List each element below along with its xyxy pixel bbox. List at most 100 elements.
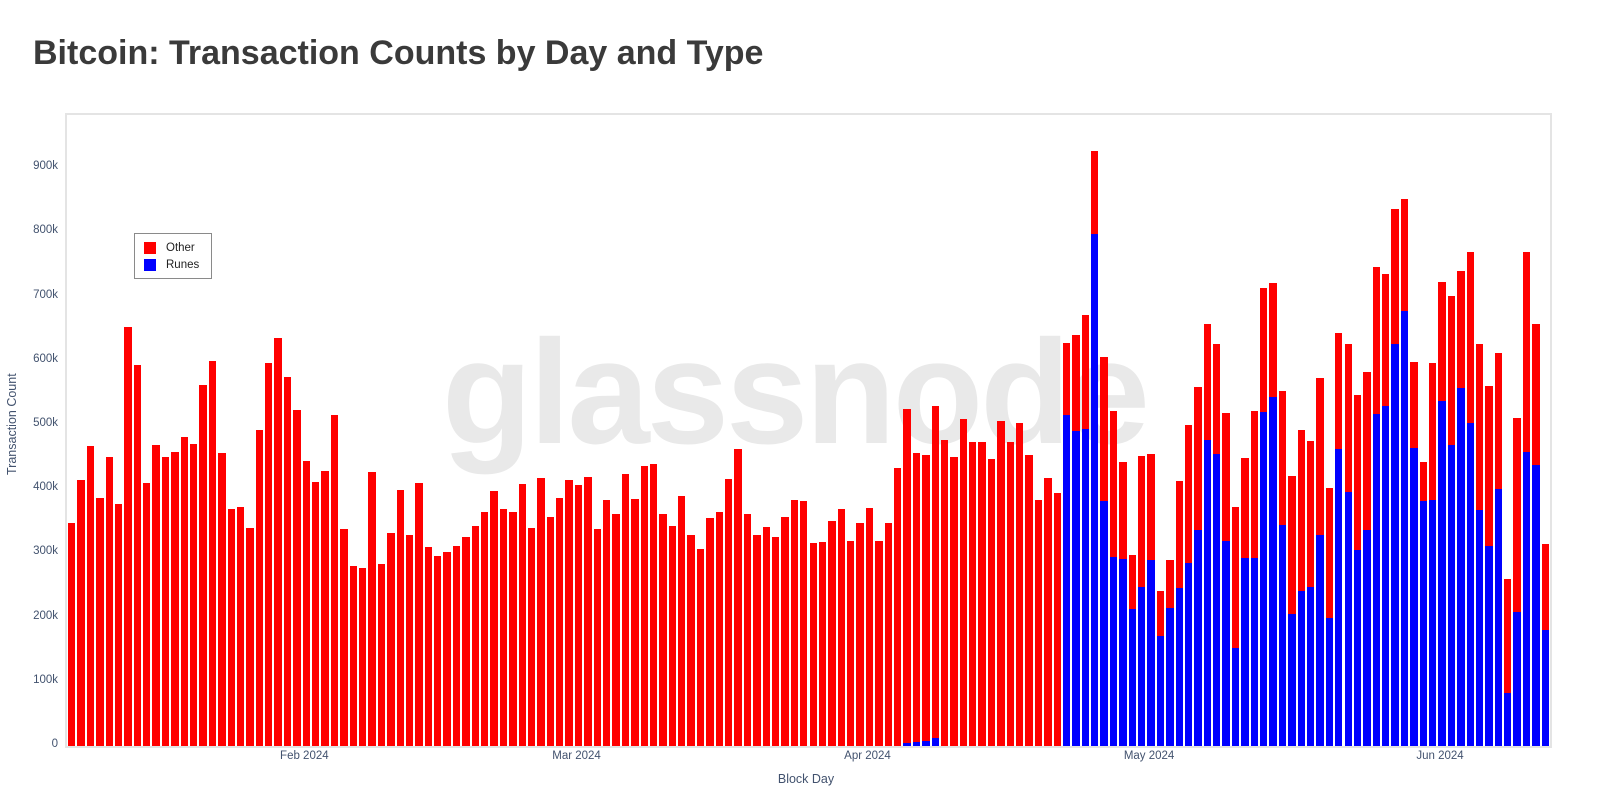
bar[interactable]	[180, 436, 188, 746]
bar[interactable]	[274, 337, 282, 746]
bar[interactable]	[1532, 323, 1540, 746]
bar[interactable]	[1504, 579, 1512, 746]
bar-runes-segment[interactable]	[1100, 501, 1108, 746]
bar[interactable]	[471, 525, 479, 746]
bar[interactable]	[1428, 362, 1437, 746]
bar[interactable]	[978, 441, 986, 746]
bar-runes-segment[interactable]	[1400, 311, 1409, 746]
bar-runes-segment[interactable]	[1391, 344, 1399, 746]
bar[interactable]	[1006, 442, 1014, 746]
bar[interactable]	[443, 552, 451, 746]
bar[interactable]	[997, 421, 1005, 746]
bar-runes-segment[interactable]	[1091, 234, 1099, 746]
bar[interactable]	[1213, 343, 1221, 746]
bar[interactable]	[987, 459, 996, 746]
bar-runes-segment[interactable]	[1363, 530, 1371, 746]
bar-runes-segment[interactable]	[1278, 524, 1287, 746]
bar-runes-segment[interactable]	[1325, 618, 1334, 746]
bar-runes-segment[interactable]	[1457, 388, 1465, 746]
bar[interactable]	[1457, 271, 1465, 746]
bar[interactable]	[1419, 461, 1427, 746]
bar-runes-segment[interactable]	[1213, 453, 1221, 746]
bar[interactable]	[668, 526, 677, 746]
bar[interactable]	[1325, 487, 1334, 746]
bar[interactable]	[809, 542, 817, 746]
bar[interactable]	[678, 496, 686, 746]
bar[interactable]	[1438, 281, 1446, 746]
bar[interactable]	[302, 461, 311, 746]
bar[interactable]	[77, 480, 85, 746]
bar[interactable]	[1250, 410, 1259, 746]
bar[interactable]	[1297, 429, 1305, 746]
bar[interactable]	[236, 507, 245, 746]
bar-runes-segment[interactable]	[1504, 693, 1512, 746]
bar-runes-segment[interactable]	[1475, 510, 1484, 746]
bar[interactable]	[499, 508, 508, 746]
bar-runes-segment[interactable]	[1269, 397, 1277, 746]
bar[interactable]	[1100, 357, 1108, 746]
bar[interactable]	[893, 468, 902, 746]
bar[interactable]	[537, 477, 545, 746]
bar[interactable]	[1522, 252, 1531, 746]
legend-item-other[interactable]: Other	[144, 239, 199, 256]
bar[interactable]	[1513, 417, 1521, 746]
bar[interactable]	[903, 409, 911, 746]
bar[interactable]	[715, 511, 723, 746]
bar[interactable]	[1025, 455, 1033, 746]
bar[interactable]	[387, 532, 395, 746]
bar-runes-segment[interactable]	[1335, 448, 1343, 746]
bar[interactable]	[452, 546, 461, 746]
bar-runes-segment[interactable]	[1175, 588, 1183, 746]
bar[interactable]	[1147, 453, 1155, 746]
legend-item-runes[interactable]: Runes	[144, 256, 199, 273]
bar[interactable]	[86, 445, 95, 746]
bar[interactable]	[349, 565, 357, 746]
bar[interactable]	[940, 440, 949, 746]
bar[interactable]	[377, 563, 386, 746]
bar[interactable]	[1278, 391, 1287, 746]
bar[interactable]	[1034, 499, 1043, 746]
bar[interactable]	[152, 444, 160, 746]
bar-runes-segment[interactable]	[1109, 556, 1118, 746]
bar[interactable]	[1072, 334, 1080, 746]
bar-runes-segment[interactable]	[1353, 549, 1362, 746]
bar[interactable]	[1400, 199, 1409, 746]
bar-runes-segment[interactable]	[1194, 530, 1202, 746]
bar[interactable]	[1391, 209, 1399, 746]
bar[interactable]	[171, 452, 179, 746]
bar-runes-segment[interactable]	[1410, 447, 1418, 746]
bar[interactable]	[1410, 361, 1418, 746]
bar[interactable]	[584, 477, 592, 746]
bar[interactable]	[1335, 332, 1343, 746]
bar[interactable]	[640, 466, 648, 746]
bar-runes-segment[interactable]	[1231, 647, 1240, 746]
bar[interactable]	[959, 419, 968, 746]
bar[interactable]	[1053, 493, 1061, 746]
bar[interactable]	[621, 473, 630, 746]
bar-runes-segment[interactable]	[1081, 428, 1090, 746]
bar-runes-segment[interactable]	[1541, 630, 1549, 746]
bar-runes-segment[interactable]	[922, 740, 930, 746]
bar[interactable]	[1166, 559, 1174, 746]
bar[interactable]	[68, 522, 76, 746]
bar[interactable]	[828, 521, 836, 746]
bar-runes-segment[interactable]	[1138, 586, 1146, 746]
bar[interactable]	[659, 514, 667, 746]
bar[interactable]	[227, 509, 235, 746]
bar-runes-segment[interactable]	[1316, 535, 1324, 746]
bar[interactable]	[649, 464, 658, 746]
bar-runes-segment[interactable]	[1241, 557, 1249, 746]
bar[interactable]	[847, 540, 855, 746]
bar-runes-segment[interactable]	[1532, 464, 1540, 746]
bar[interactable]	[856, 522, 864, 746]
bar-runes-segment[interactable]	[1203, 440, 1212, 746]
bar[interactable]	[565, 480, 573, 746]
bar[interactable]	[1194, 387, 1202, 746]
bar[interactable]	[1316, 377, 1324, 746]
bar[interactable]	[865, 507, 874, 746]
bar-runes-segment[interactable]	[1428, 500, 1437, 746]
bar[interactable]	[725, 478, 733, 746]
bar[interactable]	[781, 517, 789, 746]
bar[interactable]	[124, 326, 132, 746]
bar[interactable]	[434, 556, 442, 746]
